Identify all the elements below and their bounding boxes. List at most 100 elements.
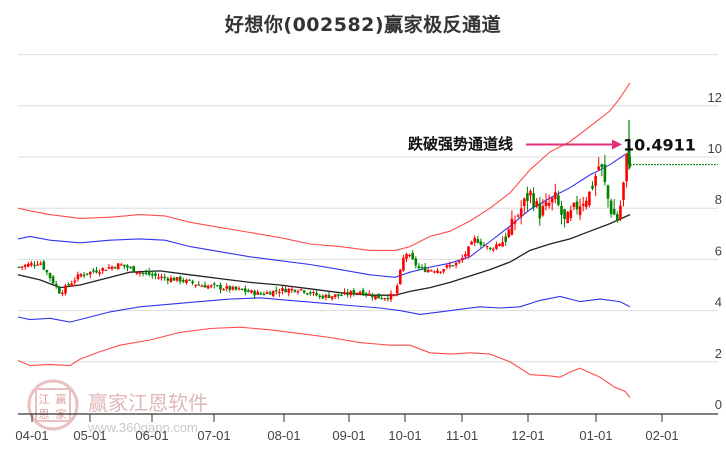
candle: [104, 269, 108, 272]
candle: [42, 261, 46, 270]
candle: [461, 258, 464, 261]
candle: [594, 176, 597, 186]
candle: [185, 279, 188, 283]
candle: [123, 264, 126, 267]
annotation-label: 跌破强势通道线: [408, 135, 513, 153]
candle: [479, 241, 483, 245]
candle: [374, 295, 377, 300]
candle: [293, 289, 297, 292]
candle: [501, 242, 504, 247]
candle: [352, 290, 356, 295]
x-tick-label: 07-01: [197, 428, 230, 443]
candle: [240, 288, 244, 290]
grid-lines: [18, 54, 718, 363]
x-tick-label: 01-01: [579, 428, 612, 443]
axes: 0 2 4 6 8 10 12 04-01 05-01 06-01 07-01 08-01 09-01 1…: [15, 90, 722, 443]
candle: [225, 286, 228, 289]
candle: [519, 208, 523, 217]
candle: [405, 254, 408, 259]
candle: [113, 267, 117, 269]
candle: [526, 193, 529, 201]
candle: [275, 290, 278, 292]
candle: [330, 296, 334, 299]
x-tick-label: 08-01: [267, 428, 300, 443]
y-tick-label: 4: [715, 295, 722, 310]
candle: [426, 269, 430, 273]
candle: [581, 203, 585, 206]
candle: [408, 254, 411, 257]
y-tick-label: 0: [715, 397, 722, 412]
candle: [371, 295, 374, 298]
candle: [510, 218, 514, 235]
candle: [498, 243, 501, 246]
candle: [488, 247, 492, 250]
candle: [160, 276, 163, 278]
outer-lower-line: [17, 326, 631, 398]
candle: [182, 279, 185, 282]
candle: [54, 283, 58, 287]
y-tick-label: 6: [715, 243, 722, 258]
candle: [377, 293, 380, 299]
candle: [144, 272, 148, 275]
candle: [457, 261, 461, 263]
candle: [132, 266, 135, 272]
candle: [209, 285, 213, 287]
candle: [147, 271, 151, 275]
candle: [383, 298, 387, 300]
candle: [287, 288, 290, 293]
inner-lower-line: [17, 295, 631, 323]
candle: [550, 197, 554, 203]
candle: [414, 258, 418, 266]
candle: [451, 265, 455, 267]
candle: [470, 241, 473, 245]
candle: [597, 166, 600, 170]
candle: [492, 248, 495, 251]
candle: [262, 293, 266, 296]
candle: [206, 285, 210, 289]
candle: [544, 201, 548, 207]
candle: [302, 290, 306, 293]
candle: [23, 264, 27, 267]
candle: [439, 271, 442, 273]
candle: [271, 290, 275, 297]
candle: [33, 264, 36, 267]
candle: [51, 276, 55, 284]
candle: [216, 285, 219, 287]
candle: [535, 200, 538, 207]
candle: [442, 269, 445, 272]
candle: [58, 287, 61, 294]
chart-title: 好想你(002582)赢家极反通道: [224, 14, 502, 36]
candle: [612, 209, 616, 215]
candle: [237, 288, 241, 290]
candle: [256, 291, 259, 295]
candle: [340, 294, 343, 297]
y-tick-label: 10: [708, 141, 722, 156]
candle: [467, 246, 470, 257]
candle: [154, 273, 157, 276]
candle: [36, 264, 39, 266]
candle: [333, 294, 337, 297]
candle: [200, 285, 204, 287]
candle: [485, 245, 489, 248]
candle: [253, 290, 256, 296]
candle: [27, 263, 30, 267]
candle: [45, 270, 49, 273]
candle: [76, 274, 80, 280]
candle: [169, 277, 173, 282]
candle: [616, 214, 619, 222]
candle: [268, 292, 272, 295]
candle: [395, 285, 399, 294]
candle: [194, 284, 197, 286]
candle: [79, 274, 83, 277]
candle: [603, 164, 607, 182]
watermark: 江赢恩家赢家江恩软件 www.360gann.com: [27, 379, 208, 435]
candle: [355, 292, 359, 294]
candle: [349, 291, 352, 296]
candle: [572, 202, 576, 207]
candle: [259, 293, 263, 295]
candle: [454, 262, 458, 266]
candle: [312, 292, 315, 294]
candle: [482, 244, 486, 246]
x-tick-label: 06-01: [135, 428, 168, 443]
